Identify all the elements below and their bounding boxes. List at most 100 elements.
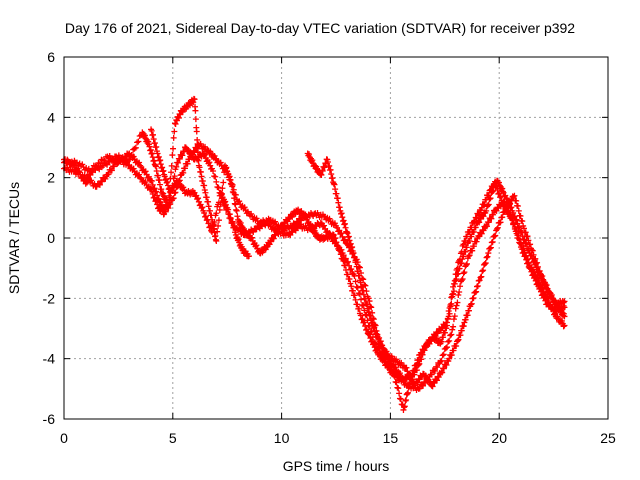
- data-point: [347, 240, 354, 247]
- data-point: [184, 160, 191, 167]
- data-point: [440, 334, 447, 341]
- data-point: [461, 319, 468, 326]
- data-point: [369, 319, 376, 326]
- data-point: [435, 374, 442, 381]
- data-point: [343, 228, 350, 235]
- data-point: [347, 280, 354, 287]
- data-point: [332, 186, 339, 193]
- data-point: [454, 299, 461, 306]
- data-point: [148, 127, 155, 134]
- data-point: [318, 171, 325, 178]
- data-point: [131, 145, 138, 152]
- data-point: [452, 305, 459, 312]
- data-point: [451, 280, 458, 287]
- data-point: [499, 188, 506, 195]
- data-point: [226, 211, 233, 218]
- data-point: [501, 208, 508, 215]
- data-point: [207, 162, 214, 169]
- data-point: [544, 285, 551, 292]
- data-point: [508, 204, 515, 211]
- data-point: [509, 216, 516, 223]
- data-point: [443, 362, 450, 369]
- data-point: [349, 269, 356, 276]
- data-point: [175, 159, 182, 166]
- data-point: [249, 234, 256, 241]
- data-point: [487, 195, 494, 202]
- data-point: [458, 327, 465, 334]
- data-point: [427, 378, 434, 385]
- data-point: [490, 211, 497, 218]
- data-point: [450, 290, 457, 297]
- data-point: [465, 307, 472, 314]
- data-point: [202, 151, 209, 158]
- data-point: [165, 201, 172, 208]
- data-point: [151, 157, 158, 164]
- data-point: [493, 183, 500, 190]
- x-tick-label: 15: [383, 430, 399, 446]
- data-point: [375, 336, 382, 343]
- data-point: [313, 163, 320, 170]
- data-point: [236, 198, 243, 205]
- data-point: [445, 308, 452, 315]
- data-point: [175, 114, 182, 121]
- data-point: [226, 173, 233, 180]
- data-point: [366, 298, 373, 305]
- data-point: [492, 232, 499, 239]
- data-point: [230, 189, 237, 196]
- data-point: [344, 258, 351, 265]
- data-point: [216, 206, 223, 213]
- data-point: [220, 179, 227, 186]
- data-point: [366, 308, 373, 315]
- y-tick-label: -4: [43, 351, 56, 367]
- data-point: [130, 165, 137, 172]
- data-point: [191, 96, 198, 103]
- data-point: [450, 316, 457, 323]
- data-point: [429, 383, 436, 390]
- data-point: [160, 167, 167, 174]
- data-point: [163, 179, 170, 186]
- data-point: [397, 396, 404, 403]
- data-point: [328, 171, 335, 178]
- data-point: [406, 383, 413, 390]
- data-point: [326, 215, 333, 222]
- data-point: [527, 241, 534, 248]
- data-point: [385, 363, 392, 370]
- data-point: [194, 140, 201, 147]
- data-point: [450, 323, 457, 330]
- data-point: [149, 154, 156, 161]
- data-point: [448, 300, 455, 307]
- data-point: [202, 213, 209, 220]
- data-point: [142, 168, 149, 175]
- data-point: [360, 291, 367, 298]
- data-point: [157, 161, 164, 168]
- data-point: [416, 360, 423, 367]
- data-point: [137, 174, 144, 181]
- data-point: [272, 218, 279, 225]
- data-point: [195, 195, 202, 202]
- data-point: [482, 260, 489, 267]
- data-point: [380, 356, 387, 363]
- data-point: [454, 337, 461, 344]
- data-point: [153, 188, 160, 195]
- data-point: [168, 162, 175, 169]
- data-point: [519, 218, 526, 225]
- data-point: [153, 163, 160, 170]
- data-point: [179, 152, 186, 159]
- data-point: [207, 148, 214, 155]
- data-point: [105, 171, 112, 178]
- data-point: [459, 276, 466, 283]
- data-point: [276, 226, 283, 233]
- data-point: [193, 128, 200, 135]
- data-point: [455, 336, 462, 343]
- x-tick-label: 0: [60, 430, 68, 446]
- data-point: [469, 247, 476, 254]
- data-point: [330, 180, 337, 187]
- data-point: [448, 352, 455, 359]
- data-point: [343, 266, 350, 273]
- data-point: [329, 174, 336, 181]
- data-point: [361, 319, 368, 326]
- data-point: [539, 273, 546, 280]
- data-point: [351, 254, 358, 261]
- data-point: [232, 229, 239, 236]
- data-point: [460, 253, 467, 260]
